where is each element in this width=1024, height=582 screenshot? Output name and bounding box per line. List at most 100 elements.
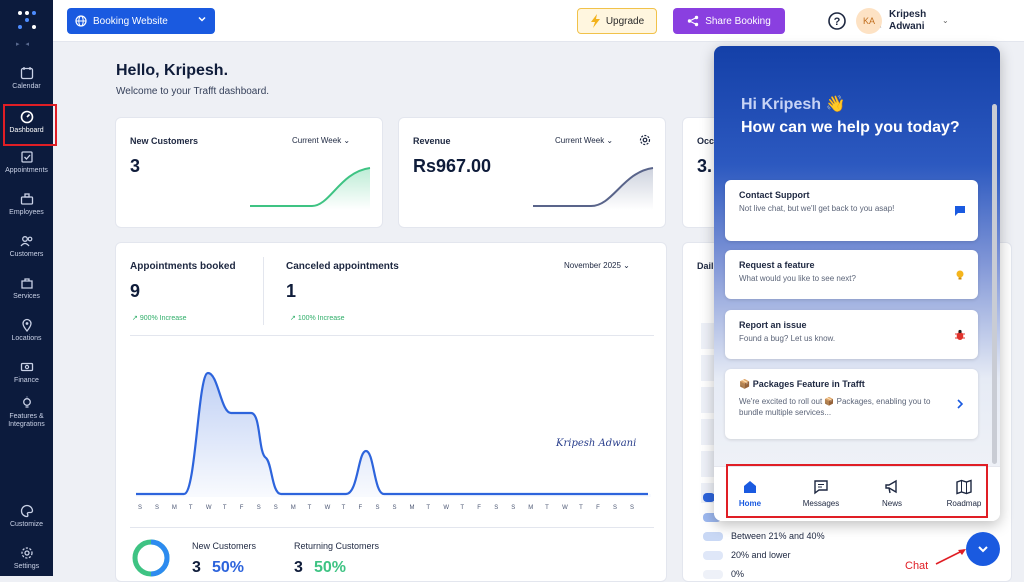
- lightbulb-icon: [956, 270, 964, 279]
- day-label: F: [239, 505, 244, 511]
- tab-home[interactable]: Home: [720, 479, 780, 508]
- legend-swatch: [703, 513, 721, 522]
- customers-icon: [19, 236, 32, 247]
- sidebar-item-settings[interactable]: Settings: [0, 546, 53, 570]
- appointments-card: Appointments booked 9 ↗ 900% Increase Ca…: [115, 242, 667, 582]
- booked-increase-text: 900% Increase: [139, 315, 187, 322]
- chevron-right-icon: [957, 399, 964, 409]
- sidebar-item-customize[interactable]: Customize: [0, 504, 53, 528]
- sidebar-item-dashboard[interactable]: Dashboard: [0, 110, 53, 134]
- legend-swatch: [703, 570, 723, 579]
- period-select[interactable]: Current Week ⌄: [555, 136, 614, 145]
- card-title: Revenue: [413, 136, 451, 146]
- new-customers-sparkline: [250, 167, 371, 210]
- card-title: Contact Support: [739, 190, 810, 200]
- revenue-card: Revenue Current Week ⌄ Rs967.00: [398, 117, 666, 228]
- sidebar-item-calendar[interactable]: Calendar: [0, 66, 53, 90]
- day-label: W: [324, 505, 331, 511]
- day-label: S: [154, 505, 159, 511]
- returning-customers-label: Returning Customers: [294, 541, 380, 551]
- palette-icon: [20, 504, 33, 518]
- chevron-down-icon: [198, 16, 206, 22]
- returning-customers-percent: 50%: [314, 559, 347, 576]
- day-label: T: [222, 505, 227, 511]
- help-icon[interactable]: ?: [827, 11, 847, 31]
- day-label: S: [273, 505, 278, 511]
- card-subtitle: We're excited to roll out 📦 Packages, en…: [739, 397, 931, 417]
- day-label: W: [443, 505, 450, 511]
- booking-website-label: Booking Website: [93, 15, 168, 27]
- chat-scrollbar[interactable]: [992, 104, 997, 464]
- card-title: Dail: [697, 261, 714, 271]
- chat-tab-bar: Home Messages News Roadmap: [714, 466, 1000, 521]
- booking-website-button[interactable]: Booking Website: [67, 8, 215, 34]
- collapse-sidebar-icon[interactable]: ▸ ◂: [16, 41, 31, 48]
- employees-icon: [20, 193, 33, 205]
- finance-icon: [20, 362, 33, 372]
- legend-swatch: [703, 532, 723, 541]
- request-feature-card[interactable]: Request a feature What would you like to…: [725, 250, 978, 299]
- revenue-sparkline: [533, 167, 654, 210]
- sidebar-item-locations[interactable]: Locations: [0, 318, 53, 342]
- sidebar-item-label: Settings: [13, 563, 40, 570]
- contact-support-card[interactable]: Contact Support Not live chat, but we'll…: [725, 180, 978, 241]
- month-select[interactable]: November 2025 ⌄: [564, 261, 630, 270]
- page-title: Hello, Kripesh.: [116, 62, 229, 79]
- day-label: F: [477, 505, 481, 511]
- divider: [130, 335, 654, 336]
- card-title: Report an issue: [739, 320, 807, 330]
- card-title: Request a feature: [739, 260, 815, 270]
- sidebar-item-label: Features & Integrations: [8, 413, 45, 428]
- sidebar-item-label: Services: [13, 293, 40, 300]
- user-name[interactable]: Kripesh Adwani: [889, 9, 927, 32]
- sidebar-item-customers[interactable]: Customers: [0, 234, 53, 258]
- sidebar-item-finance[interactable]: Finance: [0, 360, 53, 384]
- new-customers-card: New Customers Current Week ⌄ 3: [115, 117, 383, 228]
- sidebar-item-services[interactable]: Services: [0, 276, 53, 300]
- tab-messages[interactable]: Messages: [791, 479, 851, 508]
- messages-icon: [814, 480, 828, 495]
- chat-bubble-icon: [955, 205, 965, 216]
- day-label: S: [375, 505, 380, 511]
- sidebar-item-appointments[interactable]: Appointments: [0, 150, 53, 174]
- lightning-icon: [590, 14, 600, 28]
- legend-label: 0%: [731, 569, 745, 579]
- day-label: W: [205, 505, 212, 511]
- month-label: November 2025: [564, 261, 621, 270]
- canceled-increase: ↗ 100% Increase: [290, 315, 345, 322]
- period-label: Current Week: [292, 136, 342, 145]
- gear-icon[interactable]: [639, 134, 651, 146]
- sidebar-item-features[interactable]: Features & Integrations: [0, 396, 53, 429]
- day-label: T: [307, 505, 312, 511]
- report-issue-card[interactable]: Report an issue Found a bug? Let us know…: [725, 310, 978, 359]
- day-label: S: [256, 505, 261, 511]
- day-label: M: [171, 505, 177, 511]
- tab-news[interactable]: News: [862, 479, 922, 508]
- tab-roadmap[interactable]: Roadmap: [934, 479, 994, 508]
- day-label: T: [579, 505, 583, 511]
- calendar-icon: [20, 67, 33, 80]
- svg-text:?: ?: [834, 16, 841, 28]
- appointments-icon: [20, 151, 33, 163]
- chat-launcher-button[interactable]: [966, 532, 1000, 566]
- sidebar-item-label: Dashboard: [9, 127, 44, 134]
- upgrade-button[interactable]: Upgrade: [577, 8, 657, 34]
- sidebar-item-label: Calendar: [12, 83, 41, 90]
- share-icon: [687, 15, 699, 27]
- chevron-down-icon[interactable]: ⌄: [942, 16, 949, 25]
- sidebar-item-label: Finance: [14, 377, 39, 384]
- new-customers-count: 3: [192, 559, 201, 576]
- packages-news-card[interactable]: 📦 Packages Feature in Trafft We're excit…: [725, 369, 978, 439]
- card-value: 3: [130, 156, 141, 176]
- map-icon: [956, 479, 972, 495]
- period-select[interactable]: Current Week ⌄: [292, 136, 351, 145]
- day-label: S: [494, 505, 499, 511]
- share-booking-button[interactable]: Share Booking: [673, 8, 785, 34]
- sidebar-item-employees[interactable]: Employees: [0, 192, 53, 216]
- sidebar-item-label: Customers: [9, 251, 44, 258]
- period-label: Current Week: [555, 136, 605, 145]
- day-label: S: [613, 505, 618, 511]
- day-label: M: [290, 505, 296, 511]
- avatar[interactable]: KA: [856, 8, 882, 34]
- card-value: Rs967.00: [413, 156, 492, 176]
